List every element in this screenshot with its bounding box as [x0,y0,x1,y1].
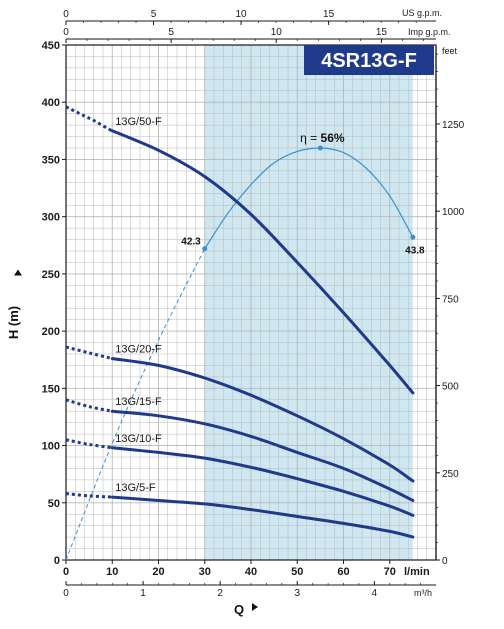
y-tick-label: 400 [42,97,60,109]
efficiency-peak-point [317,145,323,151]
m3h-tick-label: 3 [294,588,300,599]
efficiency-end-point [410,234,416,240]
y-tick-label: 100 [42,441,60,453]
series-line [110,446,415,517]
series-13g-10-f [65,438,415,517]
x-tick-label: 60 [337,566,349,578]
m3h-tick-label: 1 [140,588,146,599]
y-tick-label: 450 [42,40,60,52]
series-line [110,409,415,502]
y-axis-arrow-icon [14,269,22,276]
x-tick-label: 50 [291,566,303,578]
efficiency-start-label: 42.3 [181,237,201,248]
feet-tick-label: 1250 [442,120,465,131]
us-gpm-tick-label: 0 [63,9,69,20]
efficiency-curve-extrapolated [65,248,206,561]
labels: 42.3 43.8 η = 56% 13G/50-F 13G/20-F 13G/15-F 1… [115,116,425,494]
series-label: 13G/10-F [115,433,162,445]
feet-tick-label: 0 [442,556,448,567]
imp-gpm-axis-unit: Imp g.p.m. [408,27,451,37]
x-tick-label: 10 [106,566,118,578]
efficiency-peak-value: 56% [321,131,345,145]
imp-gpm-tick-label: 0 [63,27,69,38]
series-label: 13G/5-F [115,482,156,494]
series-extrapolated-line [65,345,113,361]
m3h-tick-label: 4 [372,588,378,599]
us-gpm-tick-label: 15 [323,9,335,20]
us-gpm-axis-unit: US g.p.m. [402,8,442,18]
series-13g-5-f [65,492,415,539]
x-tick-label: 0 [63,566,69,578]
operating-range-fill [204,45,413,560]
efficiency-start-point [202,246,208,252]
grid [66,45,436,560]
series-13g-20-f [65,345,415,483]
series-label: 13G/20-F [115,344,162,356]
series-line [110,129,415,395]
imp-gpm-tick-label: 15 [376,27,388,38]
us-gpm-tick-label: 10 [236,9,248,20]
series-extrapolated-line [65,105,113,133]
x-tick-label: 30 [199,566,211,578]
y-tick-label: 150 [42,383,60,395]
x-tick-label: 20 [152,566,164,578]
feet-tick-label: 250 [442,469,459,480]
m3h-tick-label: 2 [217,588,223,599]
x-axis-unit: l/min [404,566,430,578]
series-label: 13G/50-F [115,116,162,128]
feet-axis-unit: feet [442,46,458,56]
series-13g-15-f [65,398,415,502]
series-label: 13G/15-F [115,396,162,408]
series-group [65,105,415,539]
feet-tick-label: 500 [442,382,459,393]
us-gpm-tick-label: 5 [151,9,157,20]
efficiency-curve-line [204,147,414,250]
efficiency-peak-label: η = 56% [300,131,345,145]
y-axis-title: H (m) [6,306,21,339]
y-tick-label: 0 [54,555,60,567]
x-tick-label: 40 [245,566,257,578]
y-tick-label: 50 [48,498,60,510]
x-axis-title: Q [234,602,244,617]
feet-tick-label: 750 [442,294,459,305]
y-tick-label: 300 [42,212,60,224]
series-13g-50-f [65,105,415,395]
title-background [304,45,434,75]
y-tick-label: 200 [42,326,60,338]
imp-gpm-tick-label: 10 [271,27,283,38]
x-tick-label: 70 [384,566,396,578]
x-axis-arrow-icon [252,603,258,611]
y-tick-label: 250 [42,269,60,281]
operating-range-band [204,45,413,560]
feet-tick-label: 1000 [442,207,465,218]
series-extrapolated-line [65,398,113,413]
efficiency-curve [65,145,416,561]
imp-gpm-tick-label: 5 [168,27,174,38]
chart-title: 4SR13G-F [321,50,417,72]
m3h-tick-label: 0 [63,588,69,599]
y-tick-label: 350 [42,154,60,166]
series-line [110,495,415,539]
chart-title-box: 4SR13G-F [304,45,434,75]
series-line [110,357,415,483]
m3h-axis-unit: m³/h [414,588,432,598]
efficiency-end-label: 43.8 [405,245,425,256]
efficiency-peak-prefix: η = [300,131,320,145]
